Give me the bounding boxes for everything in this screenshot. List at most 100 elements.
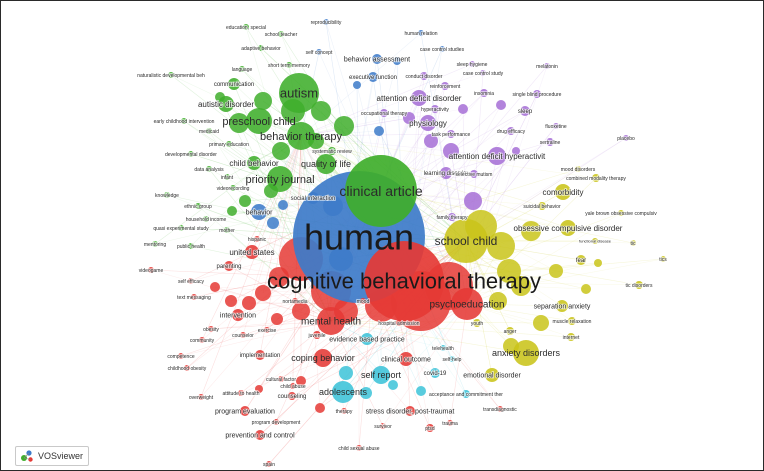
network-node-attitude-to-health[interactable] <box>238 390 244 396</box>
network-node-minor[interactable] <box>334 116 354 136</box>
network-node-data-analysis[interactable] <box>206 166 212 172</box>
network-node-yale-brown-obsessive-compulsiv[interactable] <box>618 210 624 216</box>
network-node-minor[interactable] <box>278 200 288 210</box>
network-node-self-efficacy[interactable] <box>188 278 194 284</box>
network-node-nortamedia[interactable] <box>292 298 298 304</box>
network-node-behavior-therapy[interactable] <box>287 122 315 150</box>
network-node-drug-efficacy[interactable] <box>507 127 515 135</box>
network-node-communication[interactable] <box>228 78 240 90</box>
network-node-human-relation[interactable] <box>418 30 424 36</box>
network-node-childhood-obesity[interactable] <box>184 365 190 371</box>
network-node-counseling[interactable] <box>288 392 296 400</box>
network-node-prevention-and-control[interactable] <box>255 430 265 440</box>
network-node-minor[interactable] <box>489 292 507 310</box>
network-node-videogame[interactable] <box>148 267 154 273</box>
network-node-behavior[interactable] <box>251 204 267 220</box>
network-node-exercise[interactable] <box>264 327 270 333</box>
network-node-minor[interactable] <box>315 403 325 413</box>
network-node-hyperactivity[interactable] <box>431 105 439 113</box>
network-node-videorecording[interactable] <box>230 185 236 191</box>
network-node-minor[interactable] <box>393 57 401 65</box>
network-node-case-control-study[interactable] <box>480 70 486 76</box>
network-node-trauma[interactable] <box>447 420 453 426</box>
network-node-community[interactable] <box>199 337 205 343</box>
network-node-behavior-assessment[interactable] <box>372 54 382 64</box>
network-node-household-income[interactable] <box>203 216 209 222</box>
network-node-social-interaction[interactable] <box>307 192 319 204</box>
network-node-quasi-experimental-study[interactable] <box>178 225 184 231</box>
network-node-minor[interactable] <box>458 104 468 114</box>
network-node-tic-disorders[interactable] <box>635 281 643 289</box>
network-node-minor[interactable] <box>512 147 520 155</box>
network-node-language[interactable] <box>239 66 245 72</box>
network-node-reinforcement[interactable] <box>441 82 449 90</box>
network-node-youth[interactable] <box>473 319 481 327</box>
network-node-education-special[interactable] <box>243 24 249 30</box>
network-node-minor[interactable] <box>549 264 563 278</box>
network-node-insomnia[interactable] <box>480 89 488 97</box>
network-node-competence[interactable] <box>178 353 184 359</box>
network-node-occupational-therapy[interactable] <box>380 109 388 117</box>
network-node-minor[interactable] <box>227 206 237 216</box>
network-node-minor[interactable] <box>374 126 384 136</box>
network-node-therapy[interactable] <box>341 408 347 414</box>
network-node-minor[interactable] <box>255 285 271 301</box>
network-node-public-health[interactable] <box>188 243 194 249</box>
network-node-minor[interactable] <box>210 282 220 292</box>
network-node-minor[interactable] <box>416 386 426 396</box>
network-node-internet[interactable] <box>567 333 575 341</box>
network-node-minor[interactable] <box>388 380 398 390</box>
network-node-minor[interactable] <box>225 295 237 307</box>
network-node-family-therapy[interactable] <box>448 213 456 221</box>
network-node-preschool-child[interactable] <box>246 108 272 134</box>
network-node-hospital-admission[interactable] <box>396 320 402 326</box>
network-node-minor[interactable] <box>424 134 438 148</box>
network-node-mother[interactable] <box>224 227 230 233</box>
network-node-ptsd[interactable] <box>426 424 434 432</box>
network-node-cultural-factor[interactable] <box>278 376 284 382</box>
network-node-stress-disorder-post-traumat[interactable] <box>405 406 415 416</box>
network-node-single-blind-procedure[interactable] <box>533 90 541 98</box>
network-node-mood-disorders[interactable] <box>575 166 581 172</box>
network-node-intervention[interactable] <box>232 309 244 321</box>
network-node-autistic-disorder[interactable] <box>218 96 234 112</box>
network-node-executive-function[interactable] <box>368 72 378 82</box>
network-node-minor[interactable] <box>353 81 361 89</box>
network-node-infant[interactable] <box>224 174 230 180</box>
network-node-acceptance-and-commitment-ther[interactable] <box>462 390 470 398</box>
network-node-priority-journal[interactable] <box>267 166 293 192</box>
network-node-task-performance[interactable] <box>447 130 455 138</box>
network-node-minor[interactable] <box>581 284 591 294</box>
network-node-suicidal-behavior[interactable] <box>538 202 546 210</box>
network-node-cognitive-behavioral-therapy[interactable] <box>364 241 444 321</box>
network-node-mentoring[interactable] <box>152 241 158 247</box>
network-node-minor[interactable] <box>403 112 415 124</box>
network-node-minor[interactable] <box>497 259 521 283</box>
network-node-medicaid[interactable] <box>206 128 212 134</box>
network-node-obesity[interactable] <box>208 326 214 332</box>
network-node-school-teacher[interactable] <box>278 31 284 37</box>
network-node-minor[interactable] <box>229 113 249 133</box>
network-node-attention-deficit-hyperactivit[interactable] <box>488 147 506 165</box>
network-node-counselor[interactable] <box>240 332 246 338</box>
network-node-minor[interactable] <box>360 387 372 399</box>
network-node-melatonin[interactable] <box>544 63 550 69</box>
network-node-muscle-relaxation[interactable] <box>568 317 576 325</box>
network-node-adaptive-behavior[interactable] <box>258 45 264 51</box>
network-node-functional-disease[interactable] <box>592 238 598 244</box>
network-node-program-development[interactable] <box>273 419 279 425</box>
network-node-physiology[interactable] <box>420 115 436 131</box>
network-node-minor[interactable] <box>339 366 353 380</box>
network-node-minor[interactable] <box>239 195 251 207</box>
network-node-minor[interactable] <box>254 92 272 110</box>
network-node-telehealth[interactable] <box>440 345 446 351</box>
network-node-minor[interactable] <box>255 385 263 393</box>
network-node-minor[interactable] <box>271 313 283 325</box>
network-node-placebo[interactable] <box>623 135 629 141</box>
network-node-reproducibility[interactable] <box>323 19 329 25</box>
network-node-child-behavior[interactable] <box>247 156 261 170</box>
network-node-minor[interactable] <box>443 143 459 159</box>
network-node-minor[interactable] <box>311 101 331 121</box>
